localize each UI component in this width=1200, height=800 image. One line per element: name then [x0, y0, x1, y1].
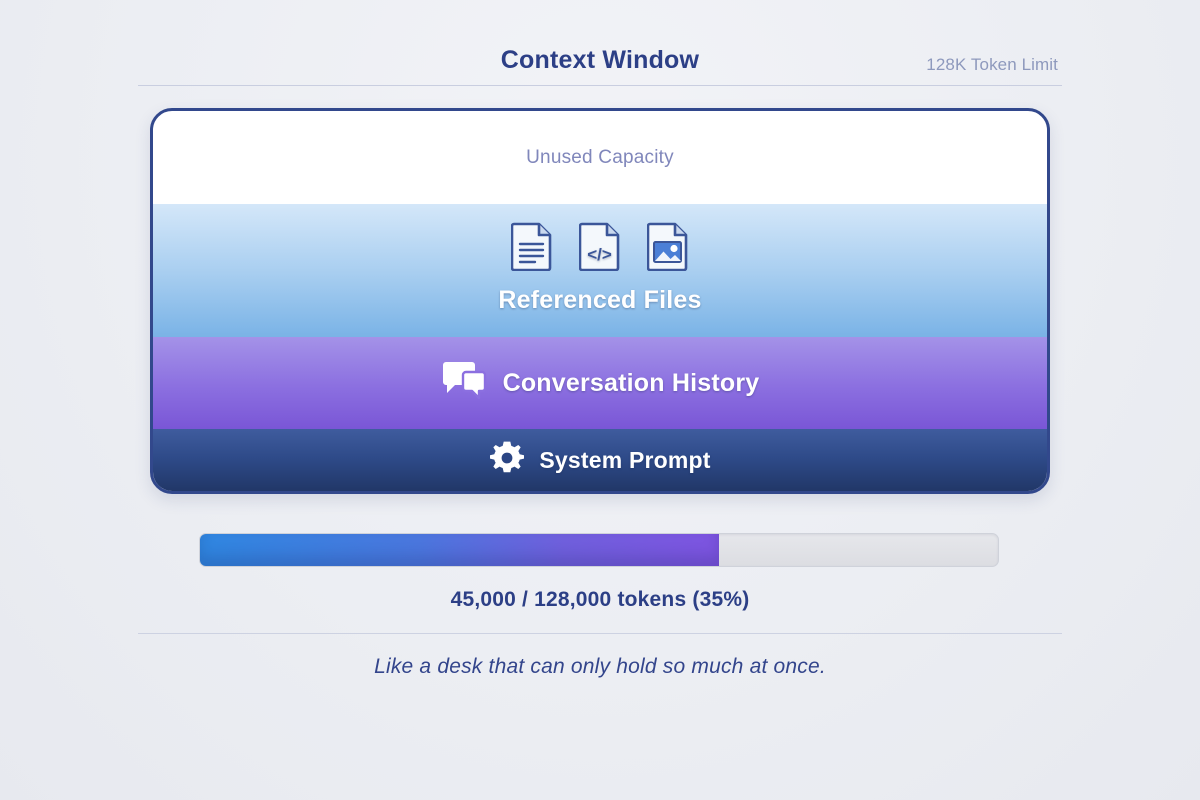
document-file-icon — [510, 221, 553, 276]
token-usage-progress-bar[interactable] — [199, 533, 999, 567]
layer-label-conversation-history: Conversation History — [502, 368, 760, 397]
page-title: Context Window — [500, 46, 700, 74]
header: Context Window 128K Token Limit — [138, 46, 1062, 86]
svg-text:</>: </> — [587, 245, 612, 264]
layer-label-system-prompt: System Prompt — [539, 446, 711, 473]
footer-caption: Like a desk that can only hold so much a… — [374, 655, 826, 678]
footer-divider — [138, 633, 1062, 634]
token-usage-progress-fill — [200, 534, 719, 566]
code-file-icon: </> — [578, 221, 621, 276]
layer-label-referenced-files: Referenced Files — [498, 285, 702, 314]
chat-bubbles-icon — [441, 361, 487, 406]
image-file-icon — [646, 221, 689, 276]
layer-conversation-history[interactable]: Conversation History — [153, 337, 1047, 429]
file-icon-row: </> — [510, 221, 689, 276]
context-window-box: Unused Capacity — [150, 108, 1050, 494]
layer-referenced-files[interactable]: </> Referenced Files — [153, 204, 1047, 337]
gear-icon — [489, 440, 525, 481]
unused-capacity-label: Unused Capacity — [526, 147, 674, 168]
layer-system-prompt[interactable]: System Prompt — [153, 429, 1047, 491]
header-divider — [138, 85, 1062, 86]
token-limit-label: 128K Token Limit — [926, 55, 1058, 74]
token-usage-summary: 45,000 / 128,000 tokens (35%) — [450, 588, 750, 611]
